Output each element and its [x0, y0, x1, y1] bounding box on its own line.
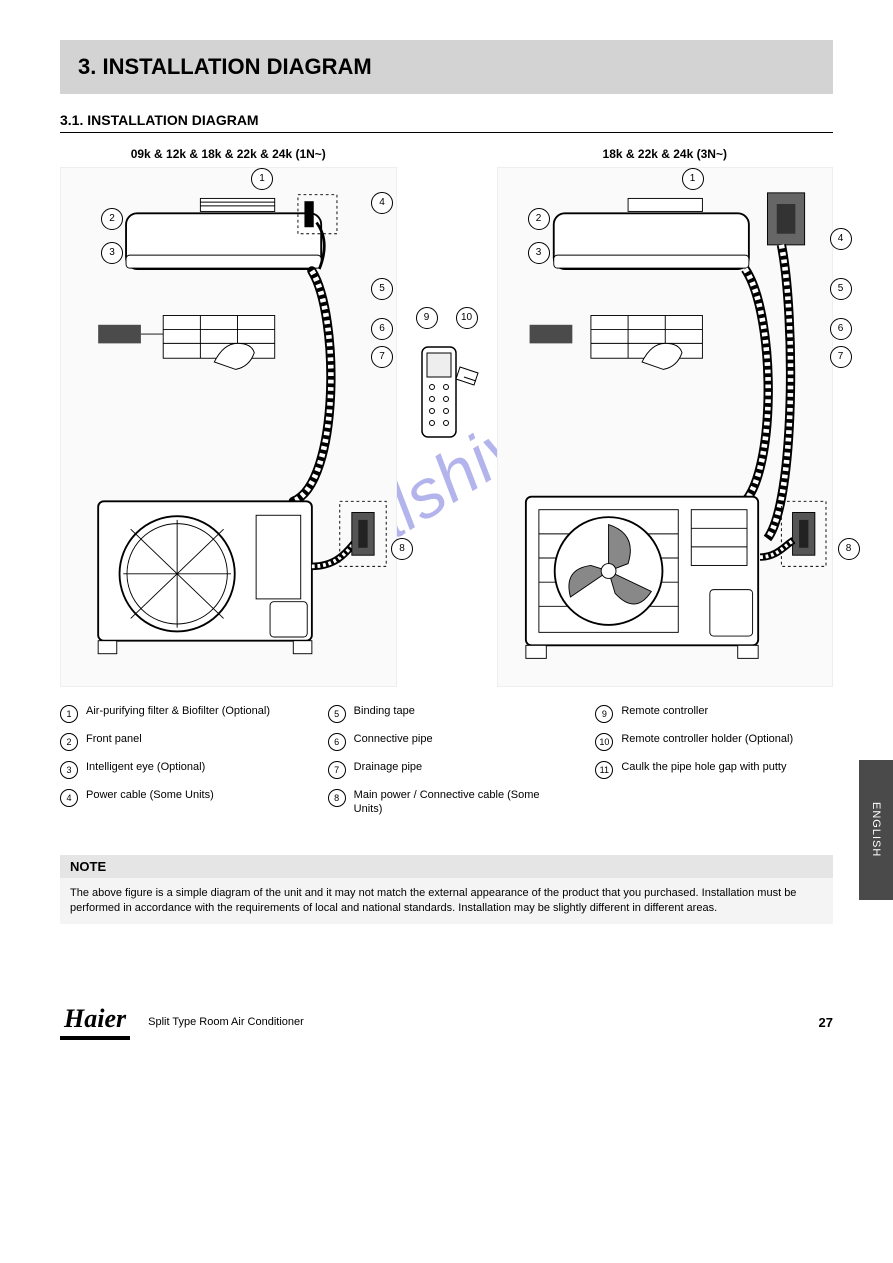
callout-6: 6 [371, 318, 393, 340]
diagram-row: 09k & 12k & 18k & 22k & 24k (1N~) [60, 147, 833, 687]
callout-r8: 8 [838, 538, 860, 560]
legend-item: 11 Caulk the pipe hole gap with putty [595, 761, 833, 779]
legend-num: 2 [60, 733, 78, 751]
legend-text: Power cable (Some Units) [86, 789, 214, 803]
callout-10: 10 [456, 307, 478, 329]
legend-item: 5 Binding tape [328, 705, 566, 723]
legend-text: Front panel [86, 733, 142, 747]
legend-item: 3 Intelligent eye (Optional) [60, 761, 298, 779]
legend-text: Drainage pipe [354, 761, 423, 775]
diagram-right: 18k & 22k & 24k (3N~) [497, 147, 834, 687]
diagram-left: 09k & 12k & 18k & 22k & 24k (1N~) [60, 147, 397, 687]
legend-col-3: 9 Remote controller 10 Remote controller h… [595, 705, 833, 827]
subsection-title: 3.1. INSTALLATION DIAGRAM [60, 112, 833, 128]
callout-r7: 7 [830, 346, 852, 368]
legend: 1 Air-purifying filter & Biofilter (Optio… [60, 705, 833, 827]
legend-item: 4 Power cable (Some Units) [60, 789, 298, 807]
legend-num: 7 [328, 761, 346, 779]
page-number: 27 [819, 1015, 833, 1030]
callout-r4: 4 [830, 228, 852, 250]
legend-num: 5 [328, 705, 346, 723]
legend-num: 8 [328, 789, 346, 807]
divider [60, 132, 833, 133]
callout-r3: 3 [528, 242, 550, 264]
legend-item: 8 Main power / Connective cable (Some Uni… [328, 789, 566, 817]
note-body: The above figure is a simple diagram of … [60, 878, 833, 925]
legend-num: 10 [595, 733, 613, 751]
callout-7: 7 [371, 346, 393, 368]
legend-num: 3 [60, 761, 78, 779]
diagram-right-canvas: 1 2 3 4 5 6 7 8 [497, 167, 834, 687]
legend-col-1: 1 Air-purifying filter & Biofilter (Optio… [60, 705, 298, 827]
brand-logo: Haier [60, 1004, 130, 1040]
legend-num: 6 [328, 733, 346, 751]
diagram-left-title: 09k & 12k & 18k & 22k & 24k (1N~) [60, 147, 397, 161]
footer-text: Split Type Room Air Conditioner [148, 1016, 800, 1028]
callout-r5: 5 [830, 278, 852, 300]
remote-svg [412, 327, 482, 507]
note-box: NOTE The above figure is a simple diagra… [60, 855, 833, 925]
legend-text: Main power / Connective cable (Some Unit… [354, 789, 566, 817]
legend-text: Caulk the pipe hole gap with putty [621, 761, 786, 775]
legend-text: Air-purifying filter & Biofilter (Option… [86, 705, 270, 719]
footer: Haier Split Type Room Air Conditioner 27 [60, 1004, 833, 1040]
callout-5: 5 [371, 278, 393, 300]
callout-3: 3 [101, 242, 123, 264]
callout-4: 4 [371, 192, 393, 214]
legend-text: Binding tape [354, 705, 415, 719]
legend-item: 1 Air-purifying filter & Biofilter (Optio… [60, 705, 298, 723]
callout-9: 9 [416, 307, 438, 329]
legend-text: Intelligent eye (Optional) [86, 761, 205, 775]
legend-text: Remote controller [621, 705, 708, 719]
legend-item: 9 Remote controller [595, 705, 833, 723]
diagram-right-title: 18k & 22k & 24k (3N~) [497, 147, 834, 161]
legend-item: 2 Front panel [60, 733, 298, 751]
diagram-remote: 9 10 [407, 147, 487, 687]
callout-1: 1 [251, 168, 273, 190]
diagram-left-canvas: 1 2 3 4 5 6 7 8 [60, 167, 397, 687]
legend-item: 10 Remote controller holder (Optional) [595, 733, 833, 751]
callout-2: 2 [101, 208, 123, 230]
legend-text: Remote controller holder (Optional) [621, 733, 793, 747]
note-heading: NOTE [60, 855, 833, 878]
language-tab: ENGLISH [859, 760, 893, 900]
callout-8: 8 [391, 538, 413, 560]
callout-r1: 1 [682, 168, 704, 190]
section-title: 3. INSTALLATION DIAGRAM [78, 54, 815, 80]
legend-text: Connective pipe [354, 733, 433, 747]
section-header: 3. INSTALLATION DIAGRAM [60, 40, 833, 94]
legend-num: 4 [60, 789, 78, 807]
legend-num: 11 [595, 761, 613, 779]
legend-item: 6 Connective pipe [328, 733, 566, 751]
page: manualshive.com 3. INSTALLATION DIAGRAM … [0, 0, 893, 1263]
legend-num: 9 [595, 705, 613, 723]
legend-item: 7 Drainage pipe [328, 761, 566, 779]
legend-col-2: 5 Binding tape 6 Connective pipe 7 Drainage… [328, 705, 566, 827]
legend-num: 1 [60, 705, 78, 723]
callout-r6: 6 [830, 318, 852, 340]
callout-r2: 2 [528, 208, 550, 230]
